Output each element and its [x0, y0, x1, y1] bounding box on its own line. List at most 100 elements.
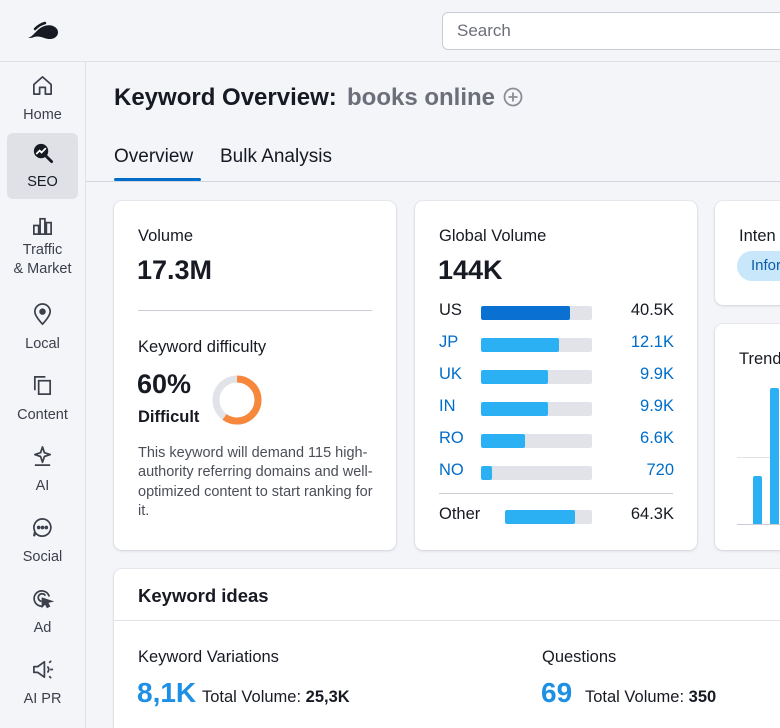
country-value: 64.3K: [630, 505, 674, 523]
sidebar-item-ai-pr[interactable]: AI PR: [7, 650, 78, 716]
ai-icon: [33, 446, 52, 466]
keyword-ideas-title: Keyword ideas: [138, 585, 269, 606]
country-value[interactable]: 12.1K: [630, 333, 674, 351]
search-input[interactable]: [442, 12, 780, 50]
country-code[interactable]: JP: [439, 333, 459, 351]
difficulty-label: Keyword difficulty: [138, 338, 267, 356]
country-code[interactable]: UK: [439, 365, 462, 383]
brand-logo-icon[interactable]: [26, 20, 60, 42]
variations-label[interactable]: Keyword Variations: [138, 648, 279, 666]
volume-bar: [505, 510, 575, 524]
country-row-other: Other 64.3K: [439, 505, 674, 525]
content-icon: [33, 376, 52, 395]
volume-bar-track: [481, 402, 592, 416]
trend-grid-line: [737, 457, 780, 458]
sidebar-item-label: Home: [23, 107, 62, 123]
volume-label: Volume: [138, 227, 194, 245]
active-tab-indicator: [114, 178, 201, 181]
card-divider: [138, 310, 372, 311]
country-code[interactable]: US: [439, 301, 462, 319]
location-pin-icon: [33, 303, 52, 326]
sidebar-item-label: AI PR: [23, 691, 62, 707]
country-code[interactable]: RO: [439, 429, 464, 447]
tab-bulk-analysis[interactable]: Bulk Analysis: [220, 146, 332, 167]
add-circle-icon[interactable]: [503, 87, 523, 107]
sidebar-item-label: Traffic & Market: [13, 242, 72, 277]
country-value[interactable]: 9.9K: [640, 365, 674, 383]
country-row-us[interactable]: US 40.5K: [439, 301, 674, 321]
trend-axis: [737, 524, 780, 525]
trend-bar[interactable]: [753, 476, 762, 524]
country-row-in[interactable]: IN 9.9K: [439, 397, 674, 417]
sidebar-item-ad[interactable]: Ad: [7, 579, 78, 645]
page-title: Keyword Overview:: [114, 84, 337, 111]
global-volume-value: 144K: [438, 255, 503, 285]
keyword-ideas-card: Keyword ideas Keyword Variations 8,1K To…: [114, 569, 780, 728]
questions-count[interactable]: 69: [541, 677, 573, 708]
seo-icon: [33, 143, 54, 164]
country-value[interactable]: 6.6K: [640, 429, 674, 447]
sidebar-item-home[interactable]: Home: [7, 66, 78, 132]
volume-bar: [481, 402, 548, 416]
difficulty-donut: [212, 375, 262, 425]
country-value[interactable]: 720: [646, 461, 674, 479]
country-row-ro[interactable]: RO 6.6K: [439, 429, 674, 449]
sidebar-item-ai[interactable]: AI: [7, 437, 78, 503]
volume-bar-track: [481, 370, 592, 384]
sidebar-item-label: SEO: [27, 174, 58, 190]
country-code[interactable]: NO: [439, 461, 464, 479]
variations-total: Total Volume: 25,3K: [202, 688, 350, 706]
tab-overview[interactable]: Overview: [114, 146, 194, 167]
home-icon: [33, 76, 52, 95]
sidebar-item-seo[interactable]: SEO: [7, 133, 78, 199]
traffic-icon: [33, 217, 52, 235]
questions-total: Total Volume: 350: [585, 688, 717, 706]
card-divider: [439, 493, 673, 494]
volume-bar-track: [481, 466, 592, 480]
volume-card: Volume 17.3M Keyword difficulty 60% Diff…: [114, 201, 396, 550]
difficulty-description: This keyword will demand 115 high-author…: [138, 445, 373, 519]
intent-card: Inten Infor: [715, 201, 780, 305]
sidebar-item-content[interactable]: Content: [7, 366, 78, 432]
country-row-no[interactable]: NO 720: [439, 461, 674, 481]
sidebar-item-label: Content: [17, 407, 68, 423]
volume-bar: [481, 434, 526, 448]
sidebar-item-traffic-market[interactable]: Traffic & Market: [7, 208, 78, 277]
volume-bar: [481, 306, 570, 320]
country-row-uk[interactable]: UK 9.9K: [439, 365, 674, 385]
card-divider: [114, 620, 780, 621]
ad-target-icon: [33, 590, 54, 609]
variations-count[interactable]: 8,1K: [137, 677, 197, 708]
volume-bar: [481, 466, 493, 480]
volume-bar-track: [481, 338, 592, 352]
country-value[interactable]: 9.9K: [640, 397, 674, 415]
volume-bar-track: [481, 434, 592, 448]
main-content: Keyword Overview: books online Overview …: [86, 62, 780, 728]
sidebar: Home SEO Traffic & Market Local Content: [0, 62, 86, 728]
volume-bar-track: [481, 306, 592, 320]
volume-value: 17.3M: [137, 255, 213, 285]
volume-bar: [481, 338, 559, 352]
difficulty-level: Difficult: [138, 408, 200, 426]
country-code[interactable]: IN: [439, 397, 456, 415]
trend-label: Trend: [739, 350, 780, 368]
country-code: Other: [439, 505, 481, 523]
questions-label[interactable]: Questions: [542, 648, 617, 666]
volume-bar: [481, 370, 548, 384]
tabs-divider: [86, 181, 780, 182]
difficulty-value: 60%: [137, 369, 192, 399]
sidebar-item-label: Social: [22, 549, 63, 565]
trend-card: Trend: [715, 324, 780, 550]
chat-bubble-icon: [33, 518, 52, 537]
volume-bar-track: [505, 510, 592, 524]
global-volume-card: Global Volume 144K US 40.5K JP 12.1K UK 9.9K I…: [415, 201, 697, 550]
country-row-jp[interactable]: JP 12.1K: [439, 333, 674, 353]
trend-bar[interactable]: [770, 388, 779, 524]
sidebar-item-social[interactable]: Social: [7, 508, 78, 574]
intent-badge: Infor: [737, 251, 780, 281]
intent-label: Inten: [739, 227, 776, 245]
country-value[interactable]: 40.5K: [630, 301, 674, 319]
top-bar: [0, 0, 780, 62]
global-volume-label: Global Volume: [439, 227, 547, 245]
sidebar-item-local[interactable]: Local: [7, 295, 78, 361]
